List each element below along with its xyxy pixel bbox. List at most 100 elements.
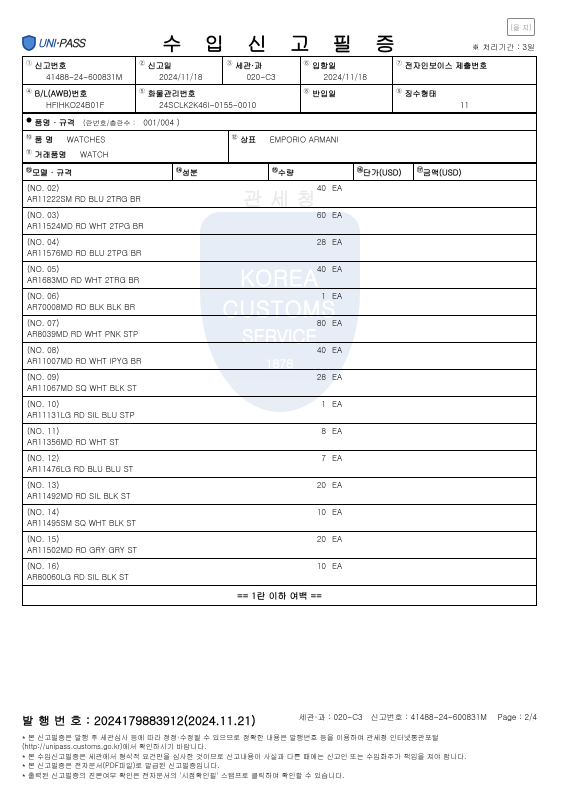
- table-row: (NO. 16)AR80060LG RD SIL BLK ST 10EA: [23, 559, 536, 586]
- page-number: 2/4: [524, 712, 537, 723]
- decl-date: 2024/11/18: [139, 72, 202, 83]
- item-name: WATCHES: [67, 134, 106, 145]
- unitprice-cell: [354, 532, 414, 558]
- table-row: (NO. 10)AR11131LG RD SIL BLU STP 1EA: [23, 397, 536, 424]
- amount-cell: [414, 505, 536, 531]
- customs-code: 020-C3: [226, 72, 275, 83]
- amount-cell: [414, 343, 536, 369]
- table-row: (NO. 04)AR11576MD RD BLU 2TPG BR28EA: [23, 235, 536, 262]
- blank-below-note: == 1란 이하 여백 ==: [23, 586, 536, 606]
- footer-note-line: * 출력된 신고필증의 진본여부 확인은 전자문서의 '시점확인필' 스탬프로 …: [22, 771, 537, 780]
- model-cell: (NO. 10)AR11131LG RD SIL BLU STP: [23, 397, 173, 423]
- unitprice-cell: [354, 235, 414, 261]
- document-title: 수 입 신 고 필 증: [0, 28, 565, 57]
- amount-cell: [414, 316, 536, 342]
- content-area: ① 신고번호41488-24-600831M ② 신고일2024/11/18 ③…: [22, 56, 537, 606]
- model-cell: (NO. 16)AR80060LG RD SIL BLK ST: [23, 559, 173, 585]
- model-cell: (NO. 07)AR8039MD RD WHT PNK STP: [23, 316, 173, 342]
- comp-cell: [173, 532, 269, 558]
- bl-no: HFIHKO24B01F: [26, 100, 104, 111]
- einvoice-no: [396, 72, 416, 83]
- unitprice-cell: [354, 343, 414, 369]
- footer-notes: * 본 신고필증은 발행 후 세관심사 등에 따라 정정·수정될 수 있으므로 …: [22, 733, 537, 780]
- entry-date: 2024/11/18: [304, 72, 367, 83]
- comp-cell: [173, 181, 269, 207]
- decl-no: 41488-24-600831M: [26, 72, 122, 83]
- comp-cell: [173, 559, 269, 585]
- issue-label: 발 행 번 호 :: [22, 712, 90, 729]
- amount-cell: [414, 262, 536, 288]
- table-row: (NO. 05)AR1683MD RD WHT 2TRG BR 40EA: [23, 262, 536, 289]
- table-row: (NO. 14)AR11495SM SQ WHT BLK ST 10EA: [23, 505, 536, 532]
- qty-cell: 80EA: [269, 316, 354, 342]
- amount-cell: [414, 559, 536, 585]
- comp-cell: [173, 478, 269, 504]
- table-row: (NO. 13)AR11492MD RD SIL BLK ST 20EA: [23, 478, 536, 505]
- unitprice-cell: [354, 289, 414, 315]
- amount-cell: [414, 289, 536, 315]
- model-cell: (NO. 11)AR11356MD RD WHT ST: [23, 424, 173, 450]
- header-table: ① 신고번호41488-24-600831M ② 신고일2024/11/18 ③…: [22, 56, 537, 113]
- return-date: [304, 100, 324, 111]
- unitprice-cell: [354, 316, 414, 342]
- amount-cell: [414, 397, 536, 423]
- table-row: (NO. 11)AR11356MD RD WHT ST 8EA: [23, 424, 536, 451]
- qty-cell: 20EA: [269, 478, 354, 504]
- lane-count: 001/004: [143, 118, 174, 129]
- footer-customs: 020-C3: [333, 712, 362, 723]
- column-headers: ⑬모델 · 규격 ⑭성분 ⑮수량 ⑯단가(USD) ⑰금액(USD): [22, 163, 537, 181]
- model-cell: (NO. 14)AR11495SM SQ WHT BLK ST: [23, 505, 173, 531]
- table-row: (NO. 07)AR8039MD RD WHT PNK STP 80EA: [23, 316, 536, 343]
- collection-type: 11: [396, 100, 533, 111]
- comp-cell: [173, 370, 269, 396]
- comp-cell: [173, 424, 269, 450]
- amount-cell: [414, 181, 536, 207]
- unitprice-cell: [354, 397, 414, 423]
- model-cell: (NO. 06)AR70008MD RD BLK BLK BR: [23, 289, 173, 315]
- model-cell: (NO. 15)AR11502MD RD GRY GRY ST: [23, 532, 173, 558]
- qty-cell: 10EA: [269, 559, 354, 585]
- comp-cell: [173, 208, 269, 234]
- comp-cell: [173, 316, 269, 342]
- footer: 발 행 번 호 : 2024179883912(2024.11.21) 세관·과…: [22, 712, 537, 780]
- cargo-no: 24SCLK2K46I-0155-0010: [139, 100, 256, 111]
- qty-cell: 40EA: [269, 343, 354, 369]
- footer-decl: 41488-24-600831M: [411, 712, 487, 723]
- qty-cell: 10EA: [269, 505, 354, 531]
- unitprice-cell: [354, 262, 414, 288]
- model-cell: (NO. 03)AR11524MD RD WHT 2TPG BR: [23, 208, 173, 234]
- comp-cell: [173, 451, 269, 477]
- qty-cell: 8EA: [269, 424, 354, 450]
- unitprice-cell: [354, 181, 414, 207]
- model-cell: (NO. 13)AR11492MD RD SIL BLK ST: [23, 478, 173, 504]
- qty-cell: 1EA: [269, 289, 354, 315]
- unitprice-cell: [354, 208, 414, 234]
- model-cell: (NO. 08)AR11007MD RD WHT IPYG BR: [23, 343, 173, 369]
- model-cell: (NO. 02)AR11222SM RD BLU 2TRG BR: [23, 181, 173, 207]
- qty-cell: 40EA: [269, 262, 354, 288]
- table-row: (NO. 06)AR70008MD RD BLK BLK BR 1EA: [23, 289, 536, 316]
- unitprice-cell: [354, 370, 414, 396]
- unitprice-cell: [354, 424, 414, 450]
- table-row: (NO. 15)AR11502MD RD GRY GRY ST20EA: [23, 532, 536, 559]
- unitprice-cell: [354, 451, 414, 477]
- amount-cell: [414, 424, 536, 450]
- comp-cell: [173, 262, 269, 288]
- unitprice-cell: [354, 505, 414, 531]
- qty-cell: 60EA: [269, 208, 354, 234]
- amount-cell: [414, 478, 536, 504]
- qty-cell: 1EA: [269, 397, 354, 423]
- qty-cell: 40EA: [269, 181, 354, 207]
- amount-cell: [414, 370, 536, 396]
- table-row: (NO. 08)AR11007MD RD WHT IPYG BR 40EA: [23, 343, 536, 370]
- qty-cell: 7EA: [269, 451, 354, 477]
- model-cell: (NO. 05)AR1683MD RD WHT 2TRG BR: [23, 262, 173, 288]
- model-cell: (NO. 04)AR11576MD RD BLU 2TPG BR: [23, 235, 173, 261]
- qty-cell: 28EA: [269, 370, 354, 396]
- amount-cell: [414, 235, 536, 261]
- amount-cell: [414, 208, 536, 234]
- brand: EMPORIO ARMANI: [270, 134, 339, 145]
- comp-cell: [173, 289, 269, 315]
- model-cell: (NO. 12)AR11476LG RD BLU BLU ST: [23, 451, 173, 477]
- model-cell: (NO. 09)AR11067MD SQ WHT BLK ST: [23, 370, 173, 396]
